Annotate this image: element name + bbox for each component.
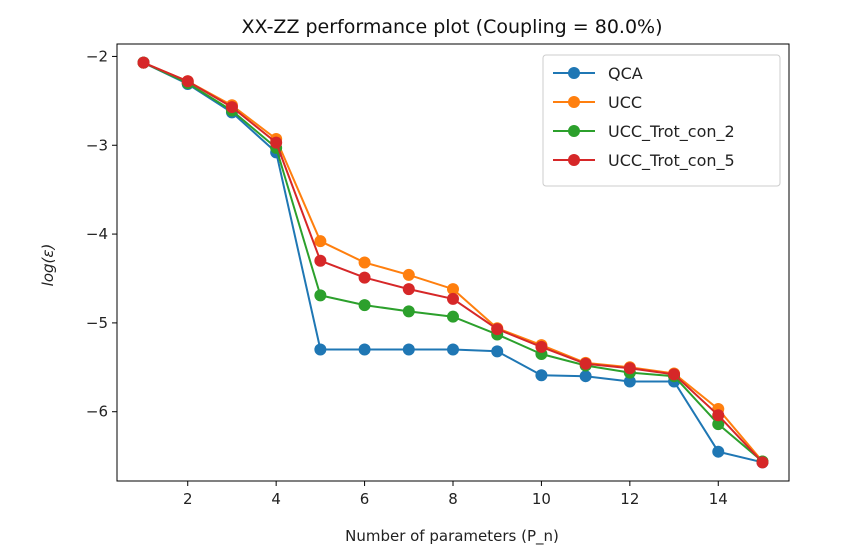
data-point xyxy=(712,445,725,458)
legend-marker xyxy=(568,154,580,166)
data-point xyxy=(314,254,327,267)
x-tick-label: 4 xyxy=(271,490,281,508)
legend-label: UCC xyxy=(608,93,642,112)
data-point xyxy=(579,357,592,370)
data-point xyxy=(447,283,459,296)
x-axis-ticks: 2 4 6 8 10 12 14 xyxy=(183,481,728,508)
y-tick-label: −6 xyxy=(86,403,108,421)
data-point xyxy=(137,56,150,69)
data-point xyxy=(225,101,238,114)
legend-label: UCC_Trot_con_5 xyxy=(608,151,735,171)
data-point xyxy=(579,370,592,383)
legend-marker xyxy=(568,96,580,108)
data-point xyxy=(447,310,459,323)
data-point xyxy=(756,456,769,469)
y-axis-ticks: −2 −3 −4 −5 −6 xyxy=(86,47,117,421)
data-point xyxy=(712,409,725,422)
legend-box xyxy=(542,54,781,187)
data-point xyxy=(402,305,415,318)
data-point xyxy=(358,343,371,356)
data-point xyxy=(314,235,327,248)
legend-item-qca: QCA xyxy=(553,64,643,83)
series-ucc-trot-con-5 xyxy=(137,56,769,469)
y-tick-label: −5 xyxy=(86,314,108,332)
data-point xyxy=(358,299,371,312)
data-point xyxy=(535,369,548,382)
data-point xyxy=(358,271,371,284)
legend-item-ucc-trot-con-2: UCC_Trot_con_2 xyxy=(553,122,735,142)
x-tick-label: 2 xyxy=(183,490,193,508)
plot-area: 2 4 6 8 10 12 14 −2 −3 −4 −5 −6 xyxy=(86,43,790,508)
data-point xyxy=(314,289,327,302)
data-point xyxy=(402,343,415,356)
data-point xyxy=(712,418,725,431)
data-point xyxy=(447,343,459,356)
y-tick-label: −4 xyxy=(86,225,108,243)
legend-label: QCA xyxy=(608,64,643,83)
legend-marker xyxy=(568,67,580,79)
data-point xyxy=(447,292,459,305)
x-tick-label: 10 xyxy=(532,490,551,508)
x-tick-label: 12 xyxy=(620,490,639,508)
legend: QCA UCC UCC_Trot_con_2 UCC_Trot_con_5 xyxy=(542,54,781,187)
series-layer xyxy=(137,56,769,469)
x-tick-label: 14 xyxy=(709,490,728,508)
data-point xyxy=(358,256,371,269)
x-axis-label: Number of parameters (P_n) xyxy=(345,527,559,546)
legend-marker xyxy=(568,125,580,137)
legend-item-ucc: UCC xyxy=(553,93,642,112)
legend-label: UCC_Trot_con_2 xyxy=(608,122,735,142)
x-tick-label: 8 xyxy=(448,490,458,508)
data-point xyxy=(535,340,548,353)
data-point xyxy=(491,345,504,358)
y-tick-label: −2 xyxy=(86,47,108,65)
chart-title: XX-ZZ performance plot (Coupling = 80.0%… xyxy=(241,16,662,38)
legend-item-ucc-trot-con-5: UCC_Trot_con_5 xyxy=(553,151,735,171)
y-tick-label: −3 xyxy=(86,136,108,154)
data-point xyxy=(402,268,415,281)
data-point xyxy=(402,283,415,296)
data-point xyxy=(623,362,636,375)
x-tick-label: 6 xyxy=(360,490,370,508)
data-point xyxy=(623,375,636,388)
data-point xyxy=(314,343,327,356)
data-point xyxy=(668,368,681,381)
data-point xyxy=(181,75,194,88)
data-point xyxy=(270,136,283,149)
data-point xyxy=(491,323,504,336)
y-axis-label: log(ε) xyxy=(39,244,57,287)
